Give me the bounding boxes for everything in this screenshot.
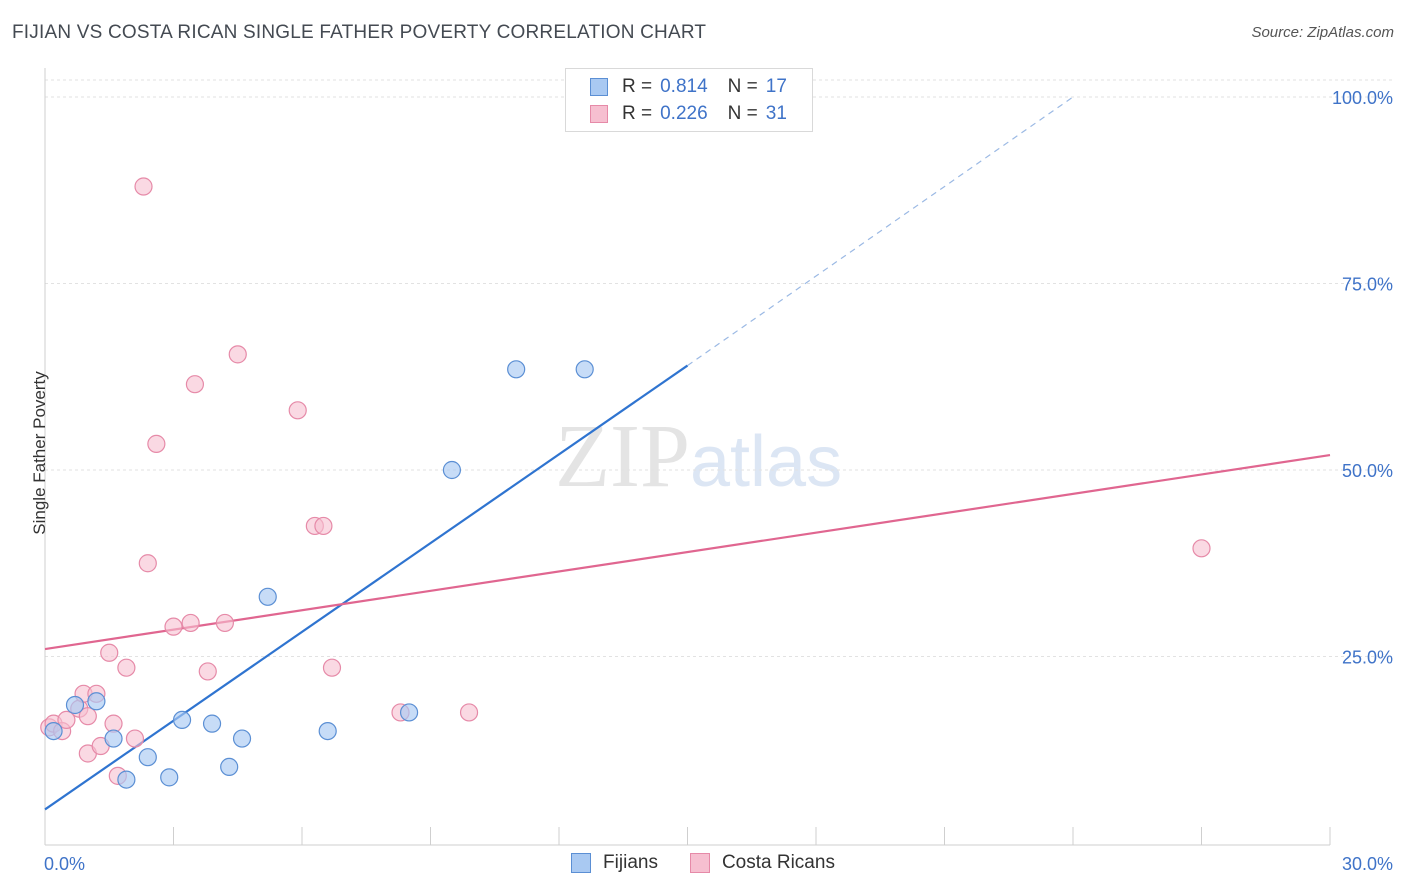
y-tick-label: 50.0%	[1342, 461, 1393, 481]
y-tick-label: 25.0%	[1342, 648, 1393, 668]
costa-ricans-point	[138, 554, 157, 573]
tick-labels: 25.0% 50.0% 75.0% 100.0% 0.0% 30.0%	[44, 88, 1393, 874]
costa-ricans-point	[125, 729, 145, 748]
series-legend: Fijians Costa Ricans	[0, 852, 1406, 874]
legend-item-fijians[interactable]: Fijians	[571, 852, 658, 874]
costa-ricans-point	[100, 643, 119, 662]
costa-ricans-point	[164, 617, 183, 636]
n-label: N =	[727, 76, 758, 97]
fijians-point	[232, 729, 252, 748]
n-value: 31	[765, 103, 787, 124]
fijians-legend-swatch	[571, 853, 592, 873]
costa-ricans-legend-swatch	[689, 853, 710, 873]
fijians-point	[202, 714, 222, 733]
costa-ricans-point	[147, 434, 166, 453]
fijians-point	[160, 768, 179, 787]
fijians-point	[507, 360, 526, 379]
n-value: 17	[765, 76, 787, 97]
fijians-point	[65, 695, 85, 715]
fijians-point	[575, 360, 594, 379]
fijians-point	[172, 710, 192, 730]
fijians-point	[318, 721, 337, 741]
costa-ricans-point	[314, 516, 333, 536]
chart-title: FIJIAN VS COSTA RICAN SINGLE FATHER POVE…	[12, 22, 707, 43]
r-value: 0.814	[660, 76, 708, 97]
watermark-zip: ZIP	[555, 407, 690, 506]
r-value: 0.226	[660, 103, 708, 124]
costa-ricans-point	[57, 710, 76, 730]
watermark: ZIPatlas	[555, 405, 842, 508]
n-label: N =	[727, 103, 758, 124]
costa-ricans-point	[228, 345, 247, 364]
fijians-point	[258, 587, 277, 606]
fijians-point	[220, 757, 239, 777]
axes	[44, 68, 1331, 846]
fijians-point	[44, 721, 63, 741]
fijians-point	[399, 703, 419, 722]
costa-ricans-point	[117, 658, 136, 677]
legend-row-fijians: R = 0.814 N = 17	[590, 74, 787, 100]
x-tick-label-min: 0.0%	[44, 854, 85, 874]
trend-lines	[44, 96, 1331, 811]
y-tick-label: 75.0%	[1342, 275, 1393, 295]
legend-label-costa-ricans: Costa Ricans	[721, 852, 835, 873]
costa-ricans-point	[134, 177, 153, 196]
costa-ricans-swatch	[590, 105, 608, 123]
fijians-point	[104, 729, 123, 748]
watermark-atlas: atlas	[690, 422, 843, 502]
costa-ricans-point	[78, 707, 97, 726]
fijians-point	[117, 770, 136, 789]
fijians-swatch	[590, 78, 608, 96]
chart-source: Source: ZipAtlas.com	[1251, 24, 1394, 41]
legend-label-fijians: Fijians	[603, 852, 658, 873]
costa-ricans-point	[181, 613, 200, 633]
r-label: R =	[622, 103, 653, 124]
costa-ricans-point	[198, 662, 217, 681]
y-axis-label: Single Father Poverty	[30, 371, 49, 535]
x-tick-label-max: 30.0%	[1342, 854, 1393, 874]
fijians-trend-extension	[687, 96, 1074, 367]
legend-row-costa-ricans: R = 0.226 N = 31	[590, 101, 787, 127]
fijians-point	[442, 460, 462, 480]
costa-ricans-point	[322, 658, 342, 677]
fijians-trend-line	[44, 364, 689, 811]
grid-lines	[45, 79, 1392, 657]
costa-ricans-point	[185, 375, 205, 394]
costa-ricans-point	[288, 401, 307, 420]
fijians-point	[87, 692, 106, 711]
costa-ricans-point	[1192, 539, 1211, 558]
costa-ricans-point	[215, 613, 234, 633]
correlation-legend: R = 0.814 N = 17 R = 0.226 N = 31	[565, 68, 813, 132]
legend-item-costa-ricans[interactable]: Costa Ricans	[689, 852, 835, 874]
data-points	[40, 177, 1211, 789]
fijians-point	[138, 748, 157, 767]
costa-ricans-point	[459, 703, 479, 722]
r-label: R =	[622, 76, 653, 97]
y-tick-label: 100.0%	[1332, 88, 1393, 108]
costa-ricans-trend-line	[44, 453, 1331, 651]
